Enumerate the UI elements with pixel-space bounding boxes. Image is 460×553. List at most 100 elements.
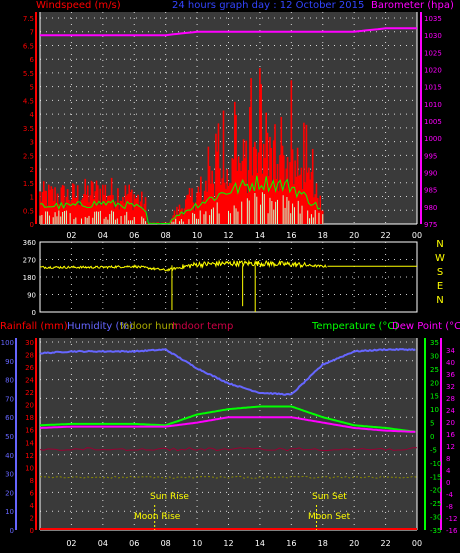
wind-tick-label: 6.5: [23, 42, 34, 50]
wdir-tick-label: 270: [23, 257, 36, 265]
indoor-hum-label: Indoor hum: [120, 321, 178, 332]
wind-tick-label: 0.5: [23, 207, 34, 215]
baro-tick-label: 1015: [424, 84, 442, 92]
rain-tick-label: 0: [30, 527, 34, 535]
rainfall-axis-label: Rainfall (mm): [0, 321, 68, 332]
dew-tick-label: 24: [446, 407, 455, 415]
compass-label: W: [435, 253, 445, 264]
windspeed-axis-label: Windspeed (m/s): [36, 0, 121, 11]
rain-tick-label: 8: [30, 477, 34, 485]
time-tick-label: 04: [98, 539, 108, 548]
baro-tick-label: 995: [424, 152, 437, 160]
time-tick-label: 18: [318, 231, 328, 240]
compass-label: N: [436, 295, 443, 306]
temp-tick-label: -10: [430, 460, 441, 468]
indoor-temp-label: Indoor temp: [172, 321, 234, 332]
rain-tick-label: 14: [25, 439, 34, 447]
rain-tick-label: 16: [25, 427, 34, 435]
wind-tick-label: 7.5: [23, 15, 34, 23]
baro-tick-label: 980: [424, 204, 437, 212]
barometer-axis-label: Barometer (hpa): [371, 0, 454, 11]
baro-tick-label: 1030: [424, 32, 442, 40]
sun-rise-label: Sun Rise: [150, 492, 189, 502]
barometer-line: [40, 27, 417, 37]
humidity-tick-label: 100: [1, 339, 14, 347]
temp-tick-label: 0: [430, 433, 434, 441]
temp-tick-label: 15: [430, 393, 439, 401]
rain-tick-label: 18: [25, 414, 34, 422]
dew-tick-label: -8: [446, 503, 453, 511]
temp-tick-label: 25: [430, 366, 439, 374]
humidity-tick-label: 70: [5, 395, 14, 403]
dew-tick-label: 20: [446, 419, 455, 427]
dew-tick-label: 36: [446, 371, 455, 379]
humidity-line: [39, 347, 416, 396]
dew-tick-label: 0: [446, 479, 450, 487]
temp-tick-label: 35: [430, 339, 439, 347]
rain-tick-label: 30: [25, 339, 34, 347]
baro-tick-label: 1020: [424, 67, 442, 75]
temp-tick-label: -25: [430, 500, 441, 508]
wind-tick-label: 3.5: [23, 125, 34, 133]
sun-set-label: Sun Set: [312, 492, 347, 502]
dew-tick-label: 16: [446, 431, 455, 439]
time-tick-label: 14: [255, 231, 265, 240]
compass-label: N: [436, 239, 443, 250]
baro-tick-label: 975: [424, 221, 437, 229]
baro-tick-label: 1025: [424, 49, 442, 57]
panel2-plot-area: [39, 241, 418, 313]
time-tick-label: 00: [412, 539, 422, 548]
temp-tick-label: -20: [430, 487, 441, 495]
wind-average-line: [39, 175, 321, 225]
humidity-tick-label: 30: [5, 471, 14, 479]
rain-tick-label: 20: [25, 402, 34, 410]
dewpoint-line: [40, 416, 416, 433]
time-tick-label: 20: [349, 231, 359, 240]
time-tick-label: 02: [66, 539, 76, 548]
temp-tick-label: -15: [430, 473, 441, 481]
time-tick-label: 12: [223, 231, 233, 240]
grid: [15, 12, 442, 531]
rain-tick-label: 2: [30, 514, 34, 522]
dew-tick-label: 28: [446, 395, 455, 403]
dew-tick-label: -16: [446, 527, 458, 535]
wind-tick-label: 7: [30, 29, 34, 37]
time-tick-label: 22: [380, 539, 390, 548]
time-tick-label: 04: [98, 231, 108, 240]
compass-label: E: [437, 281, 443, 292]
baro-tick-label: 1000: [424, 135, 442, 143]
wind-tick-label: 3: [30, 139, 34, 147]
humidity-axis-label: Humidity (%): [67, 321, 133, 332]
wind-tick-label: 1.5: [23, 180, 34, 188]
temp-tick-label: -35: [430, 527, 441, 535]
baro-tick-label: 985: [424, 187, 437, 195]
dew-tick-label: 40: [446, 359, 455, 367]
humidity-tick-label: 20: [5, 489, 14, 497]
time-tick-label: 10: [192, 231, 202, 240]
rain-tick-label: 28: [25, 352, 34, 360]
baro-tick-label: 1010: [424, 101, 442, 109]
wind-tick-label: 1: [30, 194, 34, 202]
baro-tick-label: 990: [424, 170, 437, 178]
time-tick-label: 10: [192, 539, 202, 548]
temp-tick-label: 20: [430, 379, 439, 387]
chart-labels: 0 0.5 1 1.5 2 2.5 3 3.5 4 4.5 5 5.5 6 6.5 7 7.5 975 980 98…: [1, 15, 458, 548]
humidity-tick-label: 0: [10, 527, 14, 535]
wdir-tick-label: 360: [23, 239, 36, 247]
time-tick-label: 06: [129, 231, 139, 240]
rain-tick-label: 4: [30, 502, 35, 510]
moon-rise-label: Moon Rise: [134, 512, 181, 522]
dew-tick-label: 32: [446, 383, 455, 391]
time-tick-label: 22: [380, 231, 390, 240]
dewpoint-axis-label: Dew Point (°C): [392, 321, 460, 332]
time-tick-label: 16: [286, 539, 296, 548]
indoor-hum-line: [39, 475, 418, 479]
temperature-line: [39, 405, 416, 433]
temp-tick-label: 5: [430, 420, 434, 428]
temp-tick-label: -30: [430, 514, 441, 522]
baro-tick-label: 1005: [424, 118, 442, 126]
wind-tick-label: 4: [30, 111, 35, 119]
wind-tick-label: 0: [30, 221, 34, 229]
dew-tick-label: -4: [446, 491, 454, 499]
